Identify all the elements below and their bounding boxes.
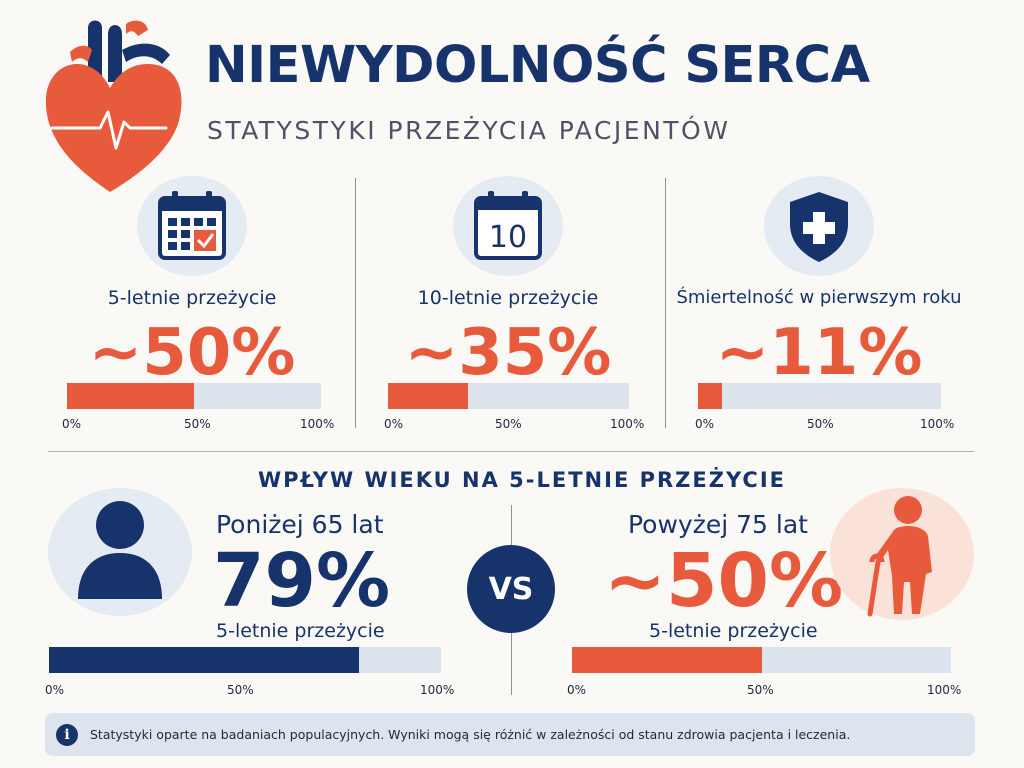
axis-ticks: 0% 50% 100% [384,417,644,433]
tick-label: 50% [807,417,834,431]
shield-cross-icon [790,192,848,262]
age-group-label: Poniżej 65 lat [216,510,384,539]
axis-ticks: 0% 50% 100% [567,683,977,699]
progress-bar [388,383,629,409]
info-icon: i [56,724,78,746]
divider [665,178,666,428]
tick-label: 100% [300,417,335,431]
stat-label: 5-letnie przeżycie [107,287,277,309]
heart-icon [45,20,182,192]
calendar-check-icon [158,191,226,260]
tick-label: 50% [184,417,211,431]
axis-ticks: 0% 50% 100% [62,417,335,433]
progress-bar [572,647,951,673]
stat-value: ~35% [404,316,612,390]
stat-value: ~11% [715,316,923,390]
section-title: WPŁYW WIEKU NA 5-LETNIE PRZEŻYCIE [258,468,786,492]
progress-fill [67,383,194,409]
progress-fill [572,647,762,673]
age-group-label: Powyżej 75 lat [628,510,808,539]
tick-label: 0% [567,683,587,697]
axis-ticks: 0% 50% 100% [695,417,955,433]
stat-card-10-year: 10 10-letnie przeżycie ~35% [358,170,658,440]
progress-fill [698,383,723,409]
tick-label: 100% [927,683,962,697]
tick-label: 0% [62,417,82,431]
age-group-sub: 5-letnie przeżycie [216,620,385,642]
calendar-10-icon: 10 [474,191,542,260]
age-group-value: ~50% [604,538,844,624]
page-subtitle: STATYSTYKI PRZEŻYCIA PACJENTÓW [207,116,731,145]
tick-label: 0% [384,417,404,431]
stat-card-5-year: 5-letnie przeżycie ~50% [42,170,342,440]
info-note-text: Statystyki oparte na badaniach populacyj… [90,727,851,742]
progress-bar [49,647,441,673]
section-divider [48,451,974,452]
tick-label: 50% [227,683,254,697]
tick-label: 0% [45,683,65,697]
tick-label: 100% [610,417,645,431]
divider [355,178,356,428]
tick-label: 100% [420,683,455,697]
tick-label: 0% [695,417,715,431]
icon-circle [137,176,247,276]
icon-circle: 10 [453,176,563,276]
progress-fill [388,383,468,409]
calendar-number: 10 [489,220,527,255]
stat-value: ~50% [88,316,296,390]
tick-label: 50% [747,683,774,697]
progress-bar [67,383,321,409]
icon-circle [764,176,874,276]
progress-fill [49,647,359,673]
stat-label: 10-letnie przeżycie [417,287,599,309]
elderly-person-icon [830,488,974,620]
info-note [45,713,975,756]
person-icon [48,488,192,616]
tick-label: 100% [920,417,955,431]
stat-label: Śmiertelność w pierwszym roku [676,287,962,308]
axis-ticks: 0% 50% 100% [45,683,465,699]
vs-badge: VS [467,545,555,633]
stat-card-first-year-mortality: Śmiertelność w pierwszym roku ~11% [669,170,969,440]
age-group-value: 79% [213,538,391,624]
page-title: NIEWYDOLNOŚĆ SERCA [205,36,870,95]
progress-bar [698,383,941,409]
tick-label: 50% [495,417,522,431]
age-group-sub: 5-letnie przeżycie [649,620,818,642]
